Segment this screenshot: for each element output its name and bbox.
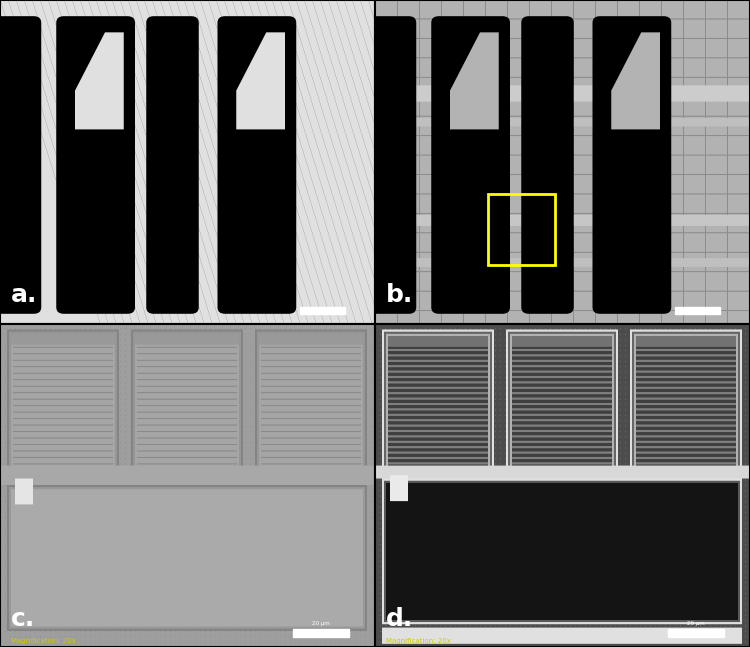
FancyBboxPatch shape: [217, 16, 296, 314]
FancyBboxPatch shape: [435, 133, 506, 171]
FancyBboxPatch shape: [60, 133, 131, 171]
Text: 20 µm: 20 µm: [312, 621, 329, 626]
Text: Magnification: 20x: Magnification: 20x: [386, 638, 452, 644]
Bar: [488, 194, 555, 265]
FancyBboxPatch shape: [521, 16, 574, 314]
FancyBboxPatch shape: [596, 133, 668, 171]
FancyBboxPatch shape: [431, 16, 510, 314]
Bar: [292, 629, 349, 637]
Text: c.: c.: [11, 607, 35, 631]
Bar: [668, 629, 724, 637]
Text: d.: d.: [386, 607, 413, 631]
FancyBboxPatch shape: [221, 133, 292, 171]
Text: a.: a.: [11, 283, 38, 307]
Polygon shape: [75, 32, 124, 129]
Bar: [675, 307, 720, 314]
Text: Magnification: 20x: Magnification: 20x: [11, 638, 76, 644]
FancyBboxPatch shape: [592, 16, 671, 314]
Polygon shape: [611, 32, 660, 129]
FancyBboxPatch shape: [349, 16, 416, 314]
Text: b.: b.: [386, 283, 413, 307]
FancyBboxPatch shape: [56, 16, 135, 314]
Bar: [300, 307, 345, 314]
Text: 20 µm: 20 µm: [687, 621, 704, 626]
FancyBboxPatch shape: [146, 16, 199, 314]
Polygon shape: [450, 32, 499, 129]
FancyBboxPatch shape: [0, 16, 41, 314]
Polygon shape: [236, 32, 285, 129]
